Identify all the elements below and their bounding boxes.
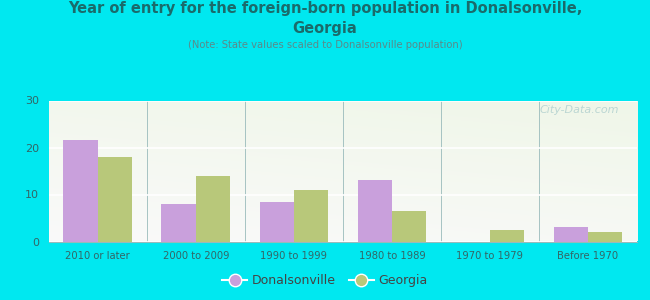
Text: (Note: State values scaled to Donalsonville population): (Note: State values scaled to Donalsonvi…: [188, 40, 462, 50]
Bar: [392, 211, 426, 242]
Bar: [259, 202, 294, 242]
Legend: Donalsonville, Georgia: Donalsonville, Georgia: [217, 269, 433, 292]
Bar: [64, 140, 98, 242]
Bar: [490, 230, 525, 242]
Bar: [554, 227, 588, 242]
Text: City-Data.com: City-Data.com: [540, 105, 619, 115]
Bar: [588, 232, 622, 242]
Bar: [196, 176, 230, 242]
Bar: [358, 180, 392, 242]
Bar: [98, 157, 132, 242]
Text: Year of entry for the foreign-born population in Donalsonville,: Year of entry for the foreign-born popul…: [68, 2, 582, 16]
Text: Georgia: Georgia: [292, 21, 358, 36]
Bar: [161, 204, 196, 242]
Bar: [294, 190, 328, 242]
